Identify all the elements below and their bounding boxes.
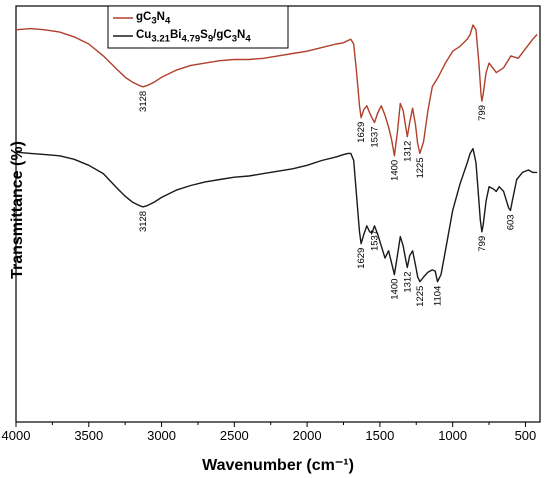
peak-label-799: 799 <box>477 105 488 121</box>
x-tick-label: 3500 <box>74 428 103 443</box>
peak-label-1312: 1312 <box>402 141 413 162</box>
peak-label-1104: 1104 <box>433 286 444 306</box>
plot-area <box>15 5 541 423</box>
y-axis-title: Transmittance (%) <box>9 141 26 279</box>
peak-label-1225: 1225 <box>415 157 426 178</box>
peak-label-1312: 1312 <box>402 272 413 293</box>
peak-label-3128: 3128 <box>138 91 149 112</box>
series-line-0 <box>15 24 538 157</box>
x-tick-label: 2500 <box>220 428 249 443</box>
peak-label-1537: 1537 <box>370 230 381 251</box>
peak-label-3128: 3128 <box>138 211 149 232</box>
x-tick-label: 3000 <box>147 428 176 443</box>
peak-label-1400: 1400 <box>389 279 400 300</box>
legend-label-1: Cu3.21Bi4.79S9/gC3N4 <box>136 29 251 44</box>
x-tick-label: 4000 <box>2 428 31 443</box>
series-layer <box>15 24 538 283</box>
series-line-1 <box>15 147 538 283</box>
legend: gC3N4 Cu3.21Bi4.79S9/gC3N4 <box>107 5 289 49</box>
peak-label-1629: 1629 <box>356 122 367 143</box>
peak-label-799: 799 <box>477 236 488 252</box>
x-tick-label: 500 <box>515 428 537 443</box>
x-axis-title: Wavenumber (cm⁻¹) <box>202 457 354 474</box>
legend-box <box>107 5 289 49</box>
peak-label-1629: 1629 <box>356 248 367 269</box>
peak-label-1225: 1225 <box>415 286 426 307</box>
peak-label-603: 603 <box>506 214 517 230</box>
x-axis: 4000 3500 3000 2500 2000 1500 1000 500 <box>2 422 537 443</box>
legend-label-0: gC3N4 <box>136 11 170 26</box>
peak-label-1537: 1537 <box>370 127 381 148</box>
x-tick-label: 1500 <box>365 428 394 443</box>
x-tick-label: 1000 <box>438 428 467 443</box>
x-tick-label: 2000 <box>293 428 322 443</box>
plot-frame <box>15 5 541 423</box>
peak-label-1400: 1400 <box>389 160 400 181</box>
